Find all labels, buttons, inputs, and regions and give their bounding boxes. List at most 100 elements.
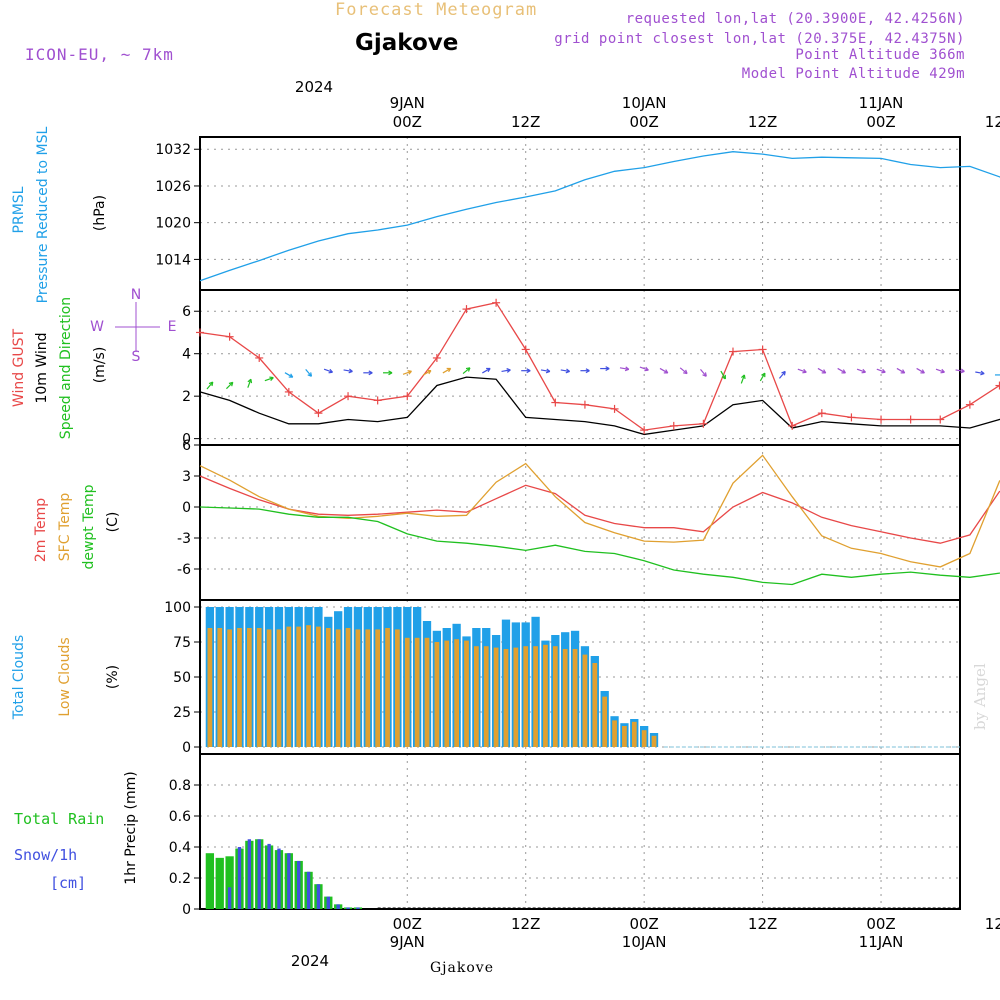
- arrow-shaft: [442, 367, 451, 374]
- wind-direction-arrow: [462, 367, 471, 375]
- wind-direction-arrow: [837, 367, 846, 374]
- wind-direction-arrow: [720, 370, 726, 380]
- top-time-axis: 9JAN00Z12Z10JAN00Z12Z11JAN00Z12Z: [390, 94, 1000, 131]
- low-cloud-bar: [316, 626, 321, 747]
- snow-bar: [237, 847, 242, 909]
- wind-direction-arrow: [876, 368, 886, 374]
- gust-point: [373, 396, 382, 405]
- temperature-panel: -6 -3 0 3 6: [177, 438, 1000, 601]
- footer-city: Gjakove: [430, 960, 494, 976]
- arrow-head: [231, 382, 234, 387]
- temp-sfc-label: SFC Temp: [57, 493, 73, 562]
- arrow-head: [960, 370, 965, 374]
- arrow-head: [802, 371, 807, 374]
- low-cloud-bar: [227, 629, 232, 747]
- wind-direction-arrow: [639, 366, 649, 372]
- low-cloud-bar: [335, 629, 341, 747]
- top-year-label: 2024: [295, 78, 333, 96]
- arrow-shaft: [896, 367, 905, 374]
- temp-dewpt-line: [199, 506, 1000, 586]
- watermark: by Angel: [971, 663, 989, 730]
- temp-unit-label: (C): [105, 512, 121, 533]
- gust-point: [551, 398, 560, 407]
- wind-direction-arrow: [580, 368, 590, 374]
- arrow-head: [605, 368, 610, 372]
- wind-direction-arrow: [700, 368, 707, 377]
- gust-point: [669, 421, 678, 430]
- wind-direction-arrow: [916, 367, 925, 374]
- pressure-line: [199, 151, 1000, 282]
- gust-point: [284, 387, 293, 396]
- temp-sfc-line: [199, 454, 1000, 568]
- y-tick-label: 1020: [155, 216, 191, 232]
- snow-bar: [336, 904, 340, 909]
- clouds-panel: 0 25 50 75 100: [164, 599, 961, 756]
- arrow-head: [644, 369, 649, 372]
- low-cloud-bar: [454, 639, 459, 747]
- precip-unit-label: 1hr Precip (mm): [123, 771, 139, 884]
- y-tick-label: 1014: [155, 252, 191, 268]
- y-tick-label: 0.6: [169, 809, 191, 825]
- y-tick-label: 1032: [155, 142, 191, 158]
- low-cloud-bar: [493, 647, 499, 747]
- gust-point: [196, 328, 204, 337]
- arrow-shaft: [639, 366, 649, 371]
- wind-direction-arrow: [540, 368, 551, 374]
- precip-panel: 0 0.2 0.4 0.6 0.8: [169, 753, 961, 918]
- low-cloud-bar: [464, 640, 469, 747]
- arrow-shaft: [540, 369, 550, 373]
- y-tick-label: 4: [182, 347, 191, 363]
- low-cloud-bar: [612, 720, 617, 747]
- gust-point: [610, 404, 619, 413]
- low-cloud-bar: [523, 646, 529, 747]
- gust-point: [580, 400, 589, 409]
- gust-point: [817, 409, 826, 418]
- pressure-panel: 1014 1020 1026 1032: [155, 136, 1000, 291]
- low-cloud-bar: [256, 628, 262, 747]
- low-cloud-bar: [631, 721, 637, 747]
- gust-point: [936, 415, 945, 424]
- arrow-head: [211, 381, 214, 387]
- arrow-shaft: [856, 368, 866, 373]
- wind-direction-arrow: [501, 368, 511, 373]
- wind-unit-label: (m/s): [92, 347, 108, 384]
- gust-point: [758, 345, 767, 354]
- bottom-hour-label: 00Z: [629, 915, 658, 933]
- wind-direction-arrow: [247, 378, 253, 388]
- y-tick-label: 0: [182, 902, 191, 918]
- arrow-shaft: [679, 367, 688, 375]
- wind-direction-arrow: [778, 370, 786, 379]
- wind-gust-line: [199, 301, 1000, 431]
- top-hour-label: 00Z: [393, 113, 422, 131]
- temp-2m-line: [199, 475, 1000, 544]
- wind-10m-label: 10m Wind: [34, 332, 50, 403]
- total-clouds-label: Total Clouds: [11, 635, 27, 720]
- low-cloud-bar: [365, 629, 371, 747]
- top-hour-label: 00Z: [866, 113, 895, 131]
- arrow-head: [526, 370, 531, 374]
- compass-icon: N W E S: [90, 287, 176, 365]
- bottom-date-label: 11JAN: [859, 933, 904, 951]
- low-cloud-bar: [543, 644, 548, 747]
- gust-point: [492, 298, 501, 307]
- rain-bar: [205, 853, 215, 909]
- bottom-hour-label: 00Z: [393, 915, 422, 933]
- snow-bar: [346, 907, 350, 909]
- snow-bar: [326, 896, 330, 909]
- arrow-shaft: [422, 370, 432, 376]
- gust-point: [314, 409, 323, 418]
- wind-direction-arrow: [226, 381, 234, 390]
- gust-point: [432, 353, 441, 362]
- low-cloud-bar: [345, 628, 351, 747]
- low-cloud-bar: [641, 730, 647, 747]
- wind-direction-arrow: [206, 381, 214, 390]
- arrow-head: [487, 368, 491, 373]
- y-tick-label: 0: [182, 432, 191, 448]
- y-tick-label: 50: [173, 670, 191, 686]
- wind-direction-arrow: [422, 369, 432, 376]
- low-cloud-bar: [562, 649, 568, 747]
- low-cloud-bar: [533, 646, 538, 747]
- wind-direction-arrow: [521, 368, 531, 374]
- arrow-head: [448, 368, 452, 373]
- arrow-shaft: [206, 381, 214, 390]
